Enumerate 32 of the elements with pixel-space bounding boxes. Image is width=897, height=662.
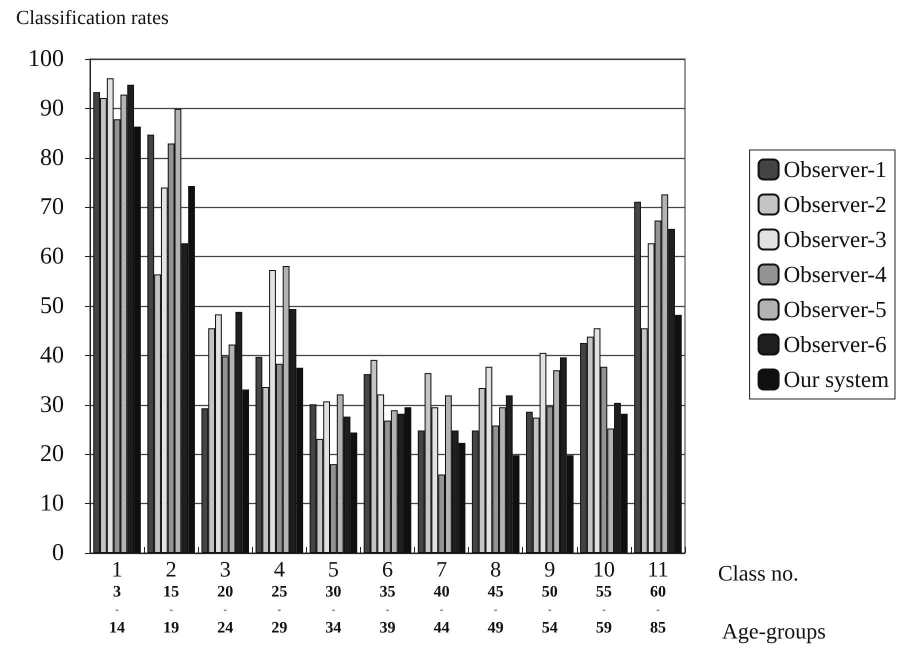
y-tick-label: 70 <box>40 194 64 220</box>
x-tick-label: 7 40 - 44 <box>434 556 450 636</box>
y-tick-label: 30 <box>40 392 64 418</box>
legend-label: Observer-4 <box>784 262 888 287</box>
y-tick-label: 0 <box>52 540 64 566</box>
legend-label: Observer-1 <box>784 157 887 182</box>
y-tick-label: 90 <box>40 95 64 122</box>
x-tick-label: 2 15 - 19 <box>163 556 180 636</box>
x-axis-title: Class no. <box>718 560 799 586</box>
legend-label: Observer-5 <box>784 297 887 322</box>
legend-label: Observer-6 <box>784 332 887 357</box>
legend-label: Our system <box>784 367 890 392</box>
y-tick-label: 20 <box>40 441 64 468</box>
y-tick-label: 10 <box>40 490 64 517</box>
x-tick-label: 6 35 - 39 <box>380 556 396 636</box>
x-tick-label: 10 55 - 59 <box>592 556 615 636</box>
legend-label: Observer-3 <box>784 227 887 252</box>
x-tick-label: 4 25 - 29 <box>271 556 288 636</box>
y-tick-label: 80 <box>40 144 64 171</box>
y-tick-label: 100 <box>28 46 64 72</box>
y-tick-label: 40 <box>40 342 64 368</box>
legend-label: Observer-2 <box>784 192 887 217</box>
x-tick-label: 8 45 - 49 <box>488 556 504 636</box>
x-tick-label: 1 3 - 14 <box>109 556 126 636</box>
y-tick-label: 60 <box>40 244 64 270</box>
y-tick-label: 50 <box>40 293 64 319</box>
x-tick-label: 9 50 - 54 <box>542 556 558 636</box>
text: Age-groups <box>722 618 826 644</box>
y-axis-title: Classification rates <box>16 7 169 29</box>
x-tick-label: 3 20 - 24 <box>217 556 234 636</box>
x-tick-label: 5 30 - 34 <box>325 556 342 636</box>
x-tick-label: 11 60 - 85 <box>647 556 669 636</box>
